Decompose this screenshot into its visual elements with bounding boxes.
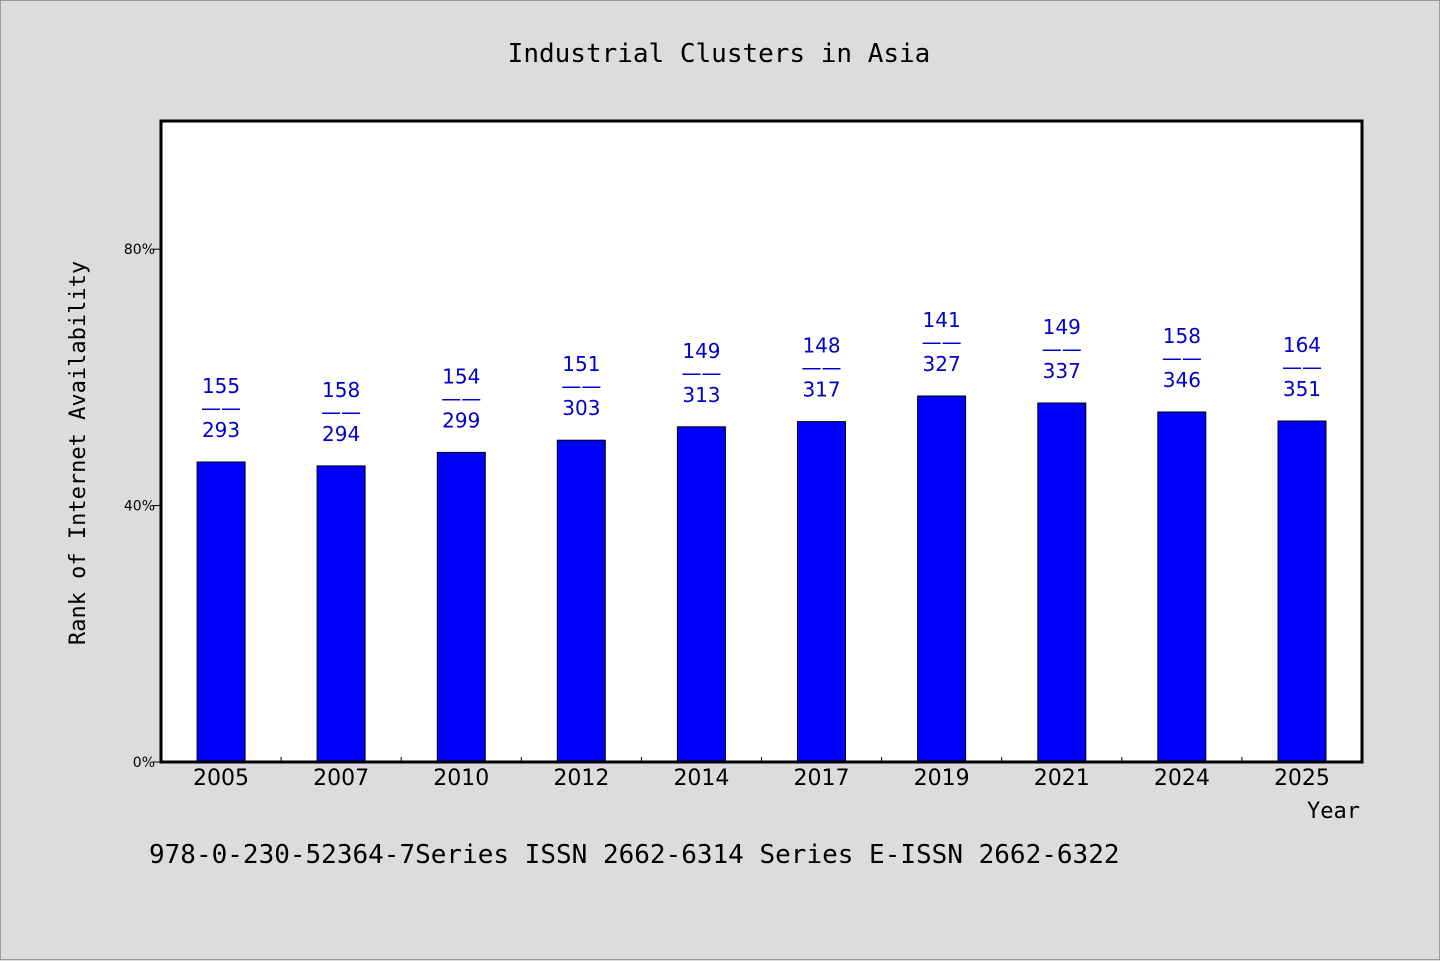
x-tick-label: 2021 [1034, 766, 1090, 791]
data-label-top: 155 [202, 374, 240, 398]
data-label-bottom: 294 [322, 422, 360, 446]
x-tick-label: 2007 [313, 766, 369, 791]
x-tick-label: 2014 [673, 766, 729, 791]
y-tick-label: 40% [124, 499, 155, 515]
y-tick-label: 0% [133, 755, 155, 771]
x-tick-label: 2017 [794, 766, 850, 791]
bar-2017 [797, 421, 846, 763]
bar-2005 [196, 461, 246, 763]
bar-2019 [917, 395, 967, 763]
x-tick-label: 2012 [553, 766, 609, 791]
x-axis-label: Year [1307, 799, 1360, 824]
bar-2024 [1157, 411, 1207, 763]
data-label-top: 151 [562, 352, 600, 376]
data-label-bottom: 299 [442, 408, 480, 432]
data-label-bottom: 337 [1043, 359, 1081, 383]
data-label-separator: —— [201, 396, 241, 420]
data-label-bottom: 351 [1283, 377, 1321, 401]
chart-title: Industrial Clusters in Asia [508, 39, 931, 69]
data-labels-layer: 155——293158——294154——299151——303149——313… [201, 308, 1322, 446]
data-label-separator: —— [1162, 346, 1202, 370]
data-label-separator: —— [802, 356, 842, 380]
y-tick-label: 80% [124, 242, 155, 258]
data-label-separator: —— [441, 386, 481, 410]
y-axis-label: Rank of Internet Availability [66, 261, 91, 645]
bar-2007 [316, 465, 366, 763]
y-ticks-layer: 0% 40% 80% [124, 242, 161, 771]
x-tick-label: 2019 [914, 766, 970, 791]
data-label-separator: —— [1042, 337, 1082, 361]
data-label-top: 149 [1043, 315, 1081, 339]
data-label-top: 158 [322, 378, 360, 402]
data-label-separator: —— [321, 400, 361, 424]
data-label-separator: —— [1282, 355, 1322, 379]
plot-border [159, 119, 1364, 764]
bar-2025 [1277, 420, 1327, 763]
data-label-bottom: 346 [1163, 368, 1201, 392]
footer-identifier: 978-0-230-52364-7Series ISSN 2662-6314 S… [149, 840, 1120, 870]
bar-2012 [556, 439, 606, 763]
data-label-bottom: 303 [562, 396, 600, 420]
data-label-top: 149 [682, 339, 720, 363]
data-label-separator: —— [561, 374, 601, 398]
x-tick-label: 2025 [1274, 766, 1330, 791]
data-label-bottom: 293 [202, 418, 240, 442]
data-label-top: 141 [923, 308, 961, 332]
data-label-bottom: 327 [923, 352, 961, 376]
data-label-top: 158 [1163, 324, 1201, 348]
data-label-top: 148 [802, 334, 840, 358]
data-label-bottom: 313 [682, 383, 720, 407]
bars-layer [196, 395, 1327, 763]
x-tick-label: 2005 [193, 766, 249, 791]
data-label-bottom: 317 [802, 378, 840, 402]
data-label-separator: —— [681, 361, 721, 385]
x-ticks-layer: 2005 2007 2010 2012 2014 2017 2019 2021 2024 2025 [193, 757, 1330, 791]
bar-2021 [1037, 402, 1087, 763]
x-tick-label: 2010 [433, 766, 489, 791]
data-label-top: 154 [442, 364, 480, 388]
data-label-separator: —— [922, 330, 962, 354]
data-label-top: 164 [1283, 333, 1321, 357]
x-tick-label: 2024 [1154, 766, 1210, 791]
bar-2010 [436, 451, 486, 763]
bar-2014 [676, 426, 726, 763]
